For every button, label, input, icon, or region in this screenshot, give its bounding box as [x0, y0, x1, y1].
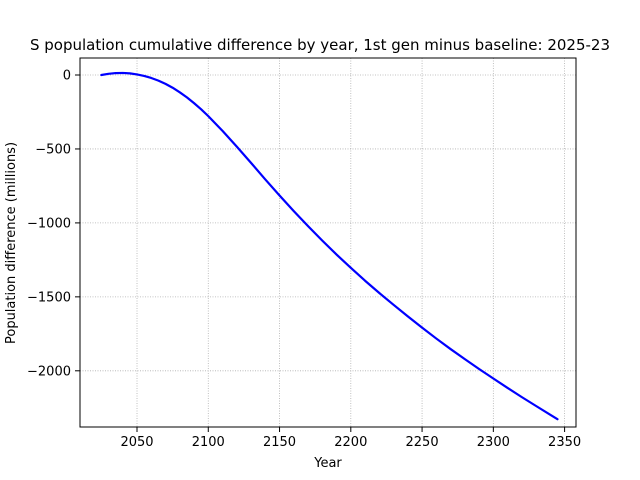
x-axis-label: Year — [313, 456, 342, 471]
y-tick-label: 0 — [63, 69, 71, 84]
y-axis-label: Population difference (millions) — [4, 142, 19, 344]
grid-lines — [80, 58, 576, 427]
x-tick-label: 2100 — [192, 435, 225, 450]
y-axis-ticks: 0 −500 −1000 −1500 −2000 — [27, 69, 80, 379]
x-tick-label: 2300 — [477, 435, 510, 450]
y-tick-label: −1000 — [27, 216, 71, 231]
x-tick-label: 2150 — [263, 435, 296, 450]
y-tick-label: −500 — [35, 142, 71, 157]
series-group — [100, 71, 559, 421]
x-tick-label: 2050 — [120, 435, 153, 450]
chart-title: S population cumulative difference by ye… — [30, 36, 610, 54]
x-tick-label: 2200 — [334, 435, 367, 450]
x-axis-ticks: 2050 2100 2150 2200 2250 2300 2350 — [120, 427, 581, 450]
series-line — [100, 71, 559, 421]
y-tick-label: −1500 — [27, 290, 71, 305]
x-tick-label: 2250 — [406, 435, 439, 450]
x-tick-label: 2350 — [548, 435, 581, 450]
plot-frame — [79, 57, 577, 428]
y-tick-label: −2000 — [27, 364, 71, 379]
